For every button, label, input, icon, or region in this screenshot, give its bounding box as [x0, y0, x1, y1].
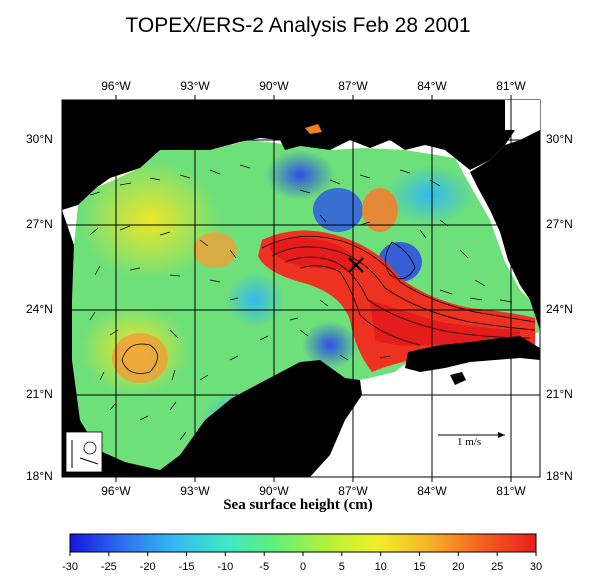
- lat-tick-left: 24°N: [26, 302, 53, 316]
- graticule: [62, 100, 540, 477]
- eddy-center-marker: [348, 257, 364, 273]
- map-title: TOPEX/ERS-2 Analysis Feb 28 2001: [125, 14, 471, 37]
- colorbar-tick: 10: [374, 561, 387, 573]
- colorbar-tick: -30: [62, 561, 78, 573]
- lat-tick-right: 24°N: [546, 302, 573, 316]
- lon-tick-bottom: 84°W: [417, 484, 447, 498]
- colorbar-tick: 0: [299, 561, 307, 573]
- lon-tick-bottom: 96°W: [101, 484, 131, 498]
- lat-tick-right: 30°N: [546, 132, 573, 146]
- colorbar-tick: -5: [259, 561, 270, 573]
- frame-ticks: [115, 95, 512, 482]
- lon-tick-bottom: 93°W: [180, 484, 210, 498]
- logo: [65, 431, 103, 473]
- colorbar-tick: 25: [491, 561, 504, 573]
- colorbar: [69, 533, 537, 556]
- scale-arrow: [438, 432, 505, 438]
- x-axis-label: Sea surface height (cm): [223, 497, 373, 513]
- lat-tick-right: 27°N: [546, 217, 573, 231]
- colorbar-tick: 15: [413, 561, 426, 573]
- streamlines: [121, 235, 536, 374]
- lon-tick-top: 87°W: [338, 79, 368, 93]
- lon-tick-top: 84°W: [417, 79, 447, 93]
- colorbar-tick: 30: [529, 561, 543, 573]
- colorbar-tick: 5: [338, 561, 345, 573]
- colorbar-tick: 20: [452, 561, 465, 573]
- lat-tick-right: 21°N: [546, 387, 573, 401]
- lon-tick-bottom: 87°W: [338, 484, 368, 498]
- colorbar-tick: -25: [100, 561, 117, 573]
- lat-tick-right: 18°N: [546, 469, 573, 483]
- lon-tick-top: 81°W: [496, 79, 526, 93]
- lat-tick-left: 21°N: [26, 387, 53, 401]
- colorbar-tick: -15: [178, 561, 195, 573]
- colorbar-tick: -20: [139, 561, 156, 573]
- lat-tick-left: 18°N: [26, 469, 53, 483]
- map-plot-area: [61, 95, 541, 482]
- ssh-field: [72, 140, 540, 470]
- colorbar-tick: -10: [217, 561, 234, 573]
- lat-tick-left: 27°N: [26, 217, 53, 231]
- lon-tick-top: 96°W: [101, 79, 131, 93]
- scale-arrow-label: 1 m/s: [457, 436, 482, 448]
- lon-tick-top: 93°W: [180, 79, 210, 93]
- lon-tick-top: 90°W: [259, 79, 289, 93]
- lon-tick-bottom: 81°W: [496, 484, 526, 498]
- velocity-arrows: [89, 164, 513, 441]
- lon-tick-bottom: 90°W: [259, 484, 289, 498]
- lat-tick-left: 30°N: [26, 132, 53, 146]
